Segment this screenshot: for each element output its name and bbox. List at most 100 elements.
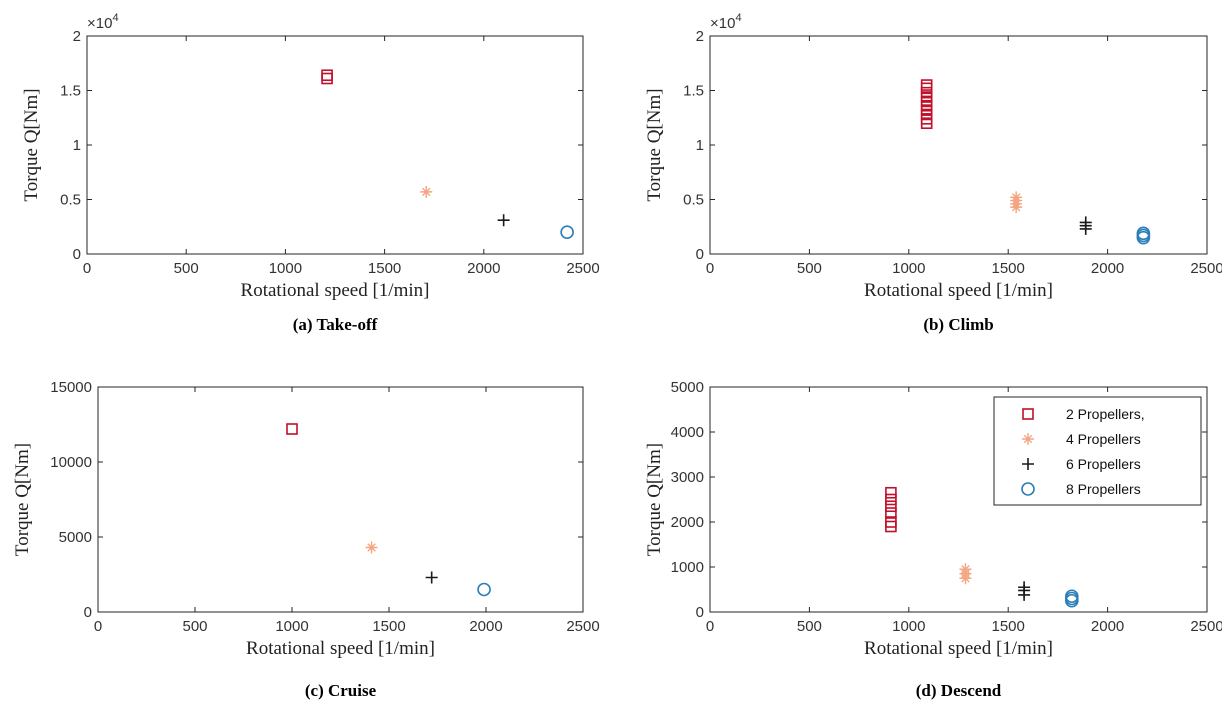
marker-asterisk (959, 563, 972, 576)
chart-panel-4: 0 500 1000 1500 2000 2500 0 1000 2000 3000 4000 500… (644, 379, 1222, 700)
legend-box (993, 396, 1202, 506)
chart-panel-2: 0 500 1000 1500 2000 2500 0 0.5 1 1.5 2 ×104 Rotatio… (644, 12, 1222, 334)
marker-plus (1018, 581, 1031, 594)
marker-square (1022, 408, 1034, 420)
y-tick-label: 2 (73, 28, 81, 45)
legend: 2 Propellers, 4 Propellers 6 Propellers 8 P… (993, 396, 1202, 506)
series-asterisk (420, 185, 433, 198)
x-tick-label: 500 (174, 260, 199, 277)
legend-entry-label: 8 Propellers (1066, 481, 1141, 497)
y-exponent-power: 4 (735, 12, 741, 24)
y-tick-label: 1000 (671, 559, 704, 576)
y-tick-label: 1.5 (683, 83, 704, 100)
x-tick-label: 2000 (1091, 618, 1124, 635)
plot-area (97, 386, 584, 613)
x-tick-label: 2000 (467, 260, 500, 277)
x-tick-label: 2000 (1091, 260, 1124, 277)
y-exponent-label: ×104 (87, 12, 119, 32)
y-tick-label: 1.5 (60, 83, 81, 100)
chart-panel-3: 0 500 1000 1500 2000 2500 0 5000 10000 15000 Rotat… (12, 379, 600, 700)
panel-caption: (c) Cruise (305, 681, 377, 700)
series-square (885, 486, 897, 533)
marker-square (885, 493, 897, 506)
series-square (286, 423, 298, 435)
x-tick-label: 500 (797, 260, 822, 277)
marker-square (885, 500, 897, 513)
series-circle (560, 225, 574, 239)
marker-asterisk (1022, 433, 1034, 445)
series-square (321, 69, 333, 85)
legend-entry-label: 2 Propellers, (1066, 406, 1145, 422)
x-tick-label: 1500 (992, 260, 1025, 277)
x-axis-label: Rotational speed [1/min] (241, 280, 430, 301)
panel-caption: (b) Climb (923, 315, 993, 334)
x-tick-label: 2500 (566, 618, 599, 635)
y-axis-label: Torque Q[Nm] (21, 88, 42, 201)
x-tick-label: 2500 (1190, 260, 1222, 277)
panel-caption: (d) Descend (916, 681, 1002, 700)
marker-asterisk (1010, 191, 1023, 204)
panel-caption: (a) Take-off (293, 315, 378, 334)
marker-square (885, 516, 897, 528)
y-exponent-base: ×10 (87, 15, 112, 32)
y-tick-label: 0 (84, 604, 92, 621)
y-tick-label: 5000 (671, 379, 704, 396)
y-tick-label: 10000 (50, 454, 92, 471)
series-asterisk (1010, 191, 1023, 214)
x-tick-label: 0 (706, 618, 714, 635)
x-tick-label: 1000 (275, 618, 308, 635)
y-tick-label: 15000 (50, 379, 92, 396)
y-tick-label: 0 (696, 604, 704, 621)
x-axis-label: Rotational speed [1/min] (246, 638, 435, 659)
y-axis-label: Torque Q[Nm] (644, 88, 665, 201)
marker-plus (1022, 458, 1034, 470)
series-plus (1079, 216, 1092, 235)
marker-square (885, 507, 897, 519)
y-tick-label: 5000 (59, 529, 92, 546)
marker-plus (1079, 216, 1092, 229)
x-tick-label: 1500 (992, 618, 1025, 635)
x-tick-label: 1000 (269, 260, 302, 277)
marker-circle (1065, 589, 1079, 604)
marker-asterisk (420, 185, 433, 198)
marker-plus (425, 571, 438, 584)
series-plus (497, 214, 510, 227)
y-axis-label: Torque Q[Nm] (12, 443, 33, 556)
x-axis-label: Rotational speed [1/min] (864, 280, 1053, 301)
marker-circle (477, 582, 491, 597)
series-circle (477, 582, 491, 597)
y-tick-label: 0.5 (60, 192, 81, 209)
chart-panel-1: 0 500 1000 1500 2000 2500 0 0.5 1 1.5 2 ×104 Rotatio… (21, 12, 600, 334)
x-tick-label: 500 (182, 618, 207, 635)
series-circle (1136, 226, 1151, 245)
x-axis-label: Rotational speed [1/min] (864, 638, 1053, 659)
plot-area (709, 35, 1208, 255)
x-tick-label: 1500 (368, 260, 401, 277)
marker-square (321, 69, 333, 82)
x-tick-label: 0 (83, 260, 91, 277)
y-tick-label: 1 (73, 137, 81, 154)
y-tick-label: 3000 (671, 469, 704, 486)
x-tick-label: 1500 (372, 618, 405, 635)
y-tick-label: 0.5 (683, 192, 704, 209)
x-tick-label: 1000 (892, 618, 925, 635)
legend-entry-label: 4 Propellers (1066, 431, 1141, 447)
y-exponent-base: ×10 (710, 15, 735, 32)
x-tick-label: 0 (706, 260, 714, 277)
x-tick-label: 2500 (566, 260, 599, 277)
y-axis-label: Torque Q[Nm] (644, 443, 665, 556)
x-tick-label: 1000 (892, 260, 925, 277)
marker-asterisk (365, 541, 378, 554)
marker-plus (497, 214, 510, 227)
series-plus (1018, 581, 1031, 601)
marker-circle (560, 225, 574, 239)
y-tick-label: 0 (696, 246, 704, 263)
series-square (920, 79, 933, 129)
y-exponent-label: ×104 (710, 12, 742, 32)
series-circle (1065, 589, 1079, 608)
marker-square (920, 79, 933, 91)
x-tick-label: 2000 (469, 618, 502, 635)
series-plus (425, 571, 438, 584)
marker-square (885, 486, 897, 499)
x-tick-label: 0 (94, 618, 102, 635)
